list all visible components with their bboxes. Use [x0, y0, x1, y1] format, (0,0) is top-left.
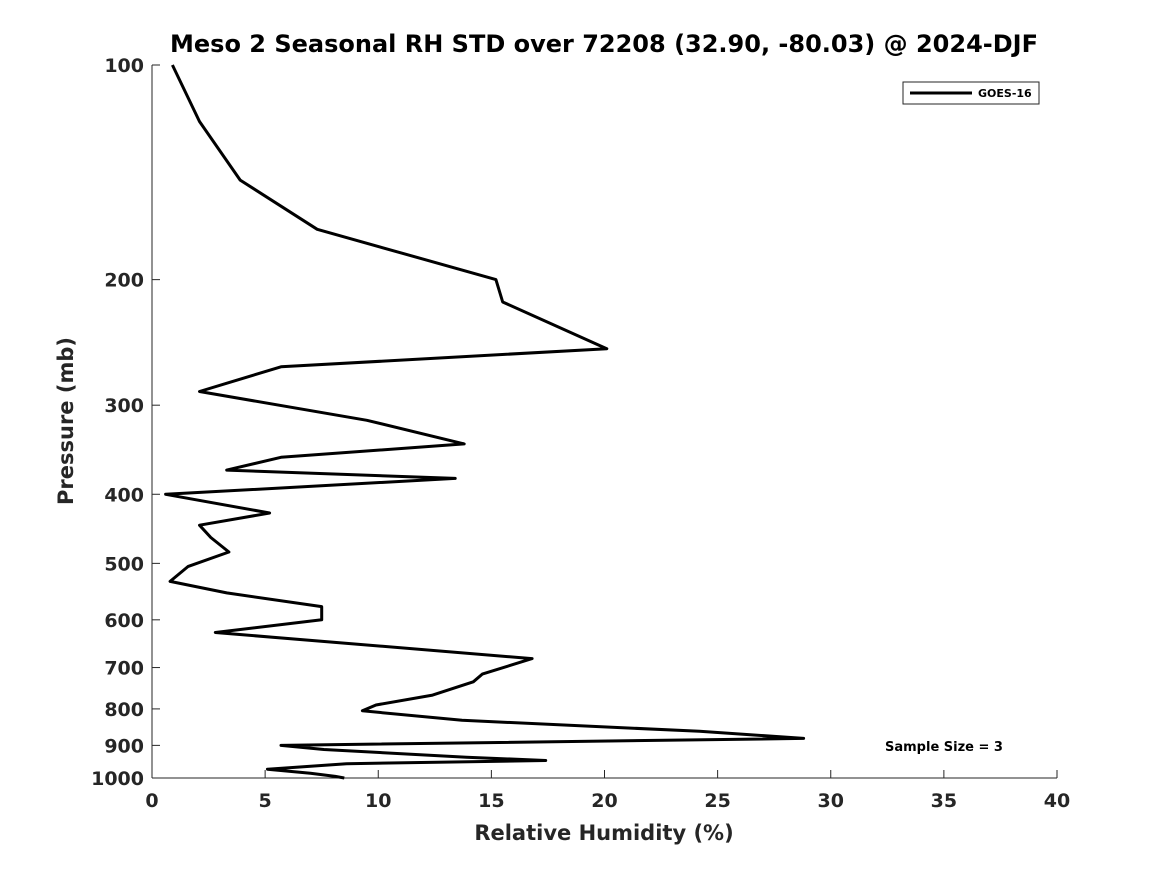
y-tick-label: 900 [104, 735, 144, 757]
sample-size-annotation: Sample Size = 3 [885, 740, 1003, 755]
x-tick-label: 25 [704, 790, 730, 812]
x-axis-label: Relative Humidity (%) [474, 821, 733, 845]
chart-title: Meso 2 Seasonal RH STD over 72208 (32.90… [170, 30, 1038, 58]
y-ticks: 100 200 300 400 500 600 700 800 900 1000 [91, 55, 160, 790]
x-tick-label: 20 [591, 790, 617, 812]
x-tick-label: 10 [365, 790, 391, 812]
axes [151, 65, 1057, 779]
y-tick-label: 500 [104, 553, 144, 575]
x-tick-label: 5 [259, 790, 272, 812]
y-tick-label: 700 [104, 658, 144, 680]
y-tick-label: 800 [104, 699, 144, 721]
series-layer [164, 64, 806, 780]
y-tick-label: 1000 [91, 768, 144, 790]
series-line-goes-16 [164, 64, 806, 780]
y-tick-label: 200 [104, 270, 144, 292]
x-ticks: 0 5 10 15 20 25 30 35 40 [145, 770, 1070, 812]
x-tick-label: 30 [818, 790, 844, 812]
y-tick-label: 100 [104, 55, 144, 77]
x-tick-label: 35 [931, 790, 957, 812]
x-tick-label: 40 [1044, 790, 1070, 812]
y-tick-label: 600 [104, 610, 144, 632]
legend: GOES-16 [902, 81, 1040, 105]
x-tick-label: 15 [478, 790, 504, 812]
legend-entry-goes-16: GOES-16 [978, 87, 1032, 100]
x-tick-label: 0 [145, 790, 158, 812]
y-tick-label: 300 [104, 395, 144, 417]
y-tick-label: 400 [104, 484, 144, 506]
y-axis-label: Pressure (mb) [54, 337, 78, 505]
